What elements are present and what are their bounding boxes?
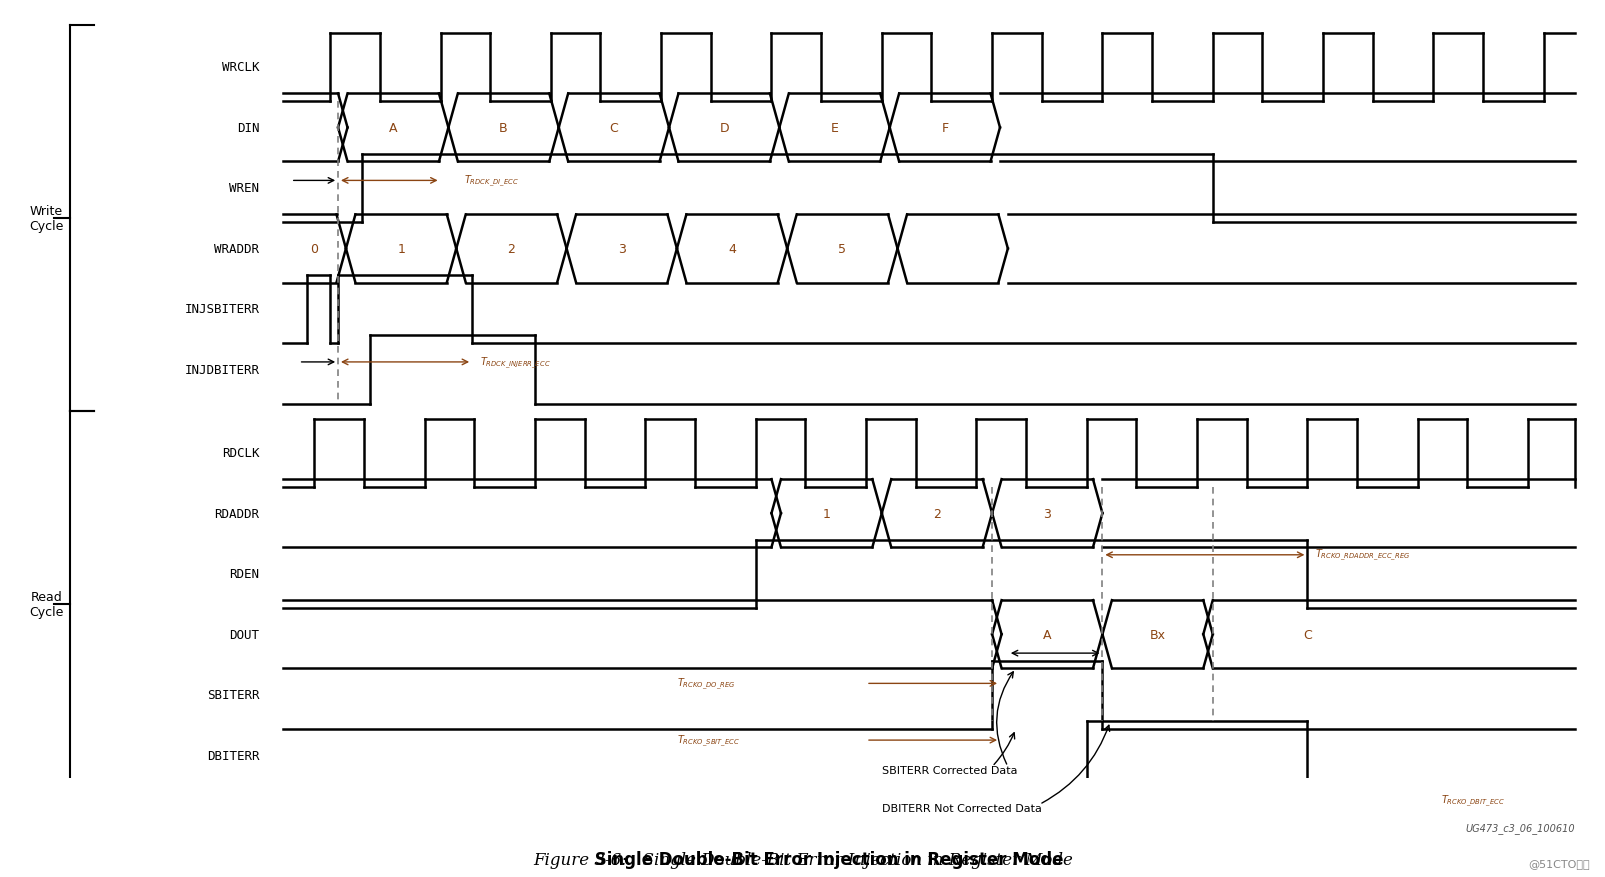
Text: $T_{RCKO\_DBIT\_ECC}$: $T_{RCKO\_DBIT\_ECC}$ <box>1440 793 1504 809</box>
Text: INJSBITERR: INJSBITERR <box>185 303 258 316</box>
Text: DBITERR Not Corrected Data: DBITERR Not Corrected Data <box>881 803 1042 813</box>
Text: INJDBITERR: INJDBITERR <box>185 364 258 376</box>
Text: $T_{RCKO\_SBIT\_ECC}$: $T_{RCKO\_SBIT\_ECC}$ <box>676 732 740 748</box>
Text: C: C <box>1302 628 1311 641</box>
Text: RDADDR: RDADDR <box>213 507 258 520</box>
Text: A: A <box>388 122 398 135</box>
Text: SBITERR Corrected Data: SBITERR Corrected Data <box>881 766 1016 775</box>
Text: $T_{RCKO\_RDADDR\_ECC\_REG}$: $T_{RCKO\_RDADDR\_ECC\_REG}$ <box>1314 547 1409 563</box>
Text: UG473_c3_06_100610: UG473_c3_06_100610 <box>1465 822 1575 832</box>
Text: WRADDR: WRADDR <box>213 243 258 256</box>
Text: DIN: DIN <box>236 122 258 135</box>
Text: Write
Cycle: Write Cycle <box>29 205 64 233</box>
Text: WREN: WREN <box>230 182 258 196</box>
Text: SBITERR: SBITERR <box>207 688 258 702</box>
Text: @51CTO博客: @51CTO博客 <box>1528 859 1589 868</box>
Text: Bx: Bx <box>1149 628 1165 641</box>
Text: $T_{RDCK\_INJERR\_ECC}$: $T_{RDCK\_INJERR\_ECC}$ <box>480 355 551 370</box>
Text: 2: 2 <box>933 507 941 520</box>
Text: RDEN: RDEN <box>230 567 258 581</box>
Text: F: F <box>941 122 949 135</box>
Text: 4: 4 <box>727 243 735 256</box>
Text: WRCLK: WRCLK <box>221 61 258 75</box>
Text: $T_{RCKO\_DO\_REG}$: $T_{RCKO\_DO\_REG}$ <box>676 676 735 691</box>
Text: DOUT: DOUT <box>230 628 258 641</box>
Text: 3: 3 <box>618 243 626 256</box>
Text: B: B <box>499 122 507 135</box>
Text: A: A <box>1042 628 1051 641</box>
Text: C: C <box>610 122 618 135</box>
Text: 1: 1 <box>396 243 404 256</box>
Text: Read
Cycle: Read Cycle <box>29 590 64 618</box>
Text: 0: 0 <box>310 243 318 256</box>
Text: 3: 3 <box>1043 507 1051 520</box>
Text: $T_{RDCK\_DI\_ECC}$: $T_{RDCK\_DI\_ECC}$ <box>464 174 518 189</box>
Text: Single Double-Bit Error Injection in Register Mode: Single Double-Bit Error Injection in Reg… <box>542 851 1063 868</box>
Text: 5: 5 <box>838 243 846 256</box>
Text: E: E <box>830 122 838 135</box>
Text: RDCLK: RDCLK <box>221 446 258 460</box>
Text: DBITERR: DBITERR <box>207 749 258 762</box>
Text: 2: 2 <box>507 243 515 256</box>
Text: Figure 3-6:   Single Double-Bit Error Injection in Register Mode: Figure 3-6: Single Double-Bit Error Inje… <box>533 851 1072 868</box>
Text: 1: 1 <box>822 507 830 520</box>
Text: D: D <box>719 122 729 135</box>
